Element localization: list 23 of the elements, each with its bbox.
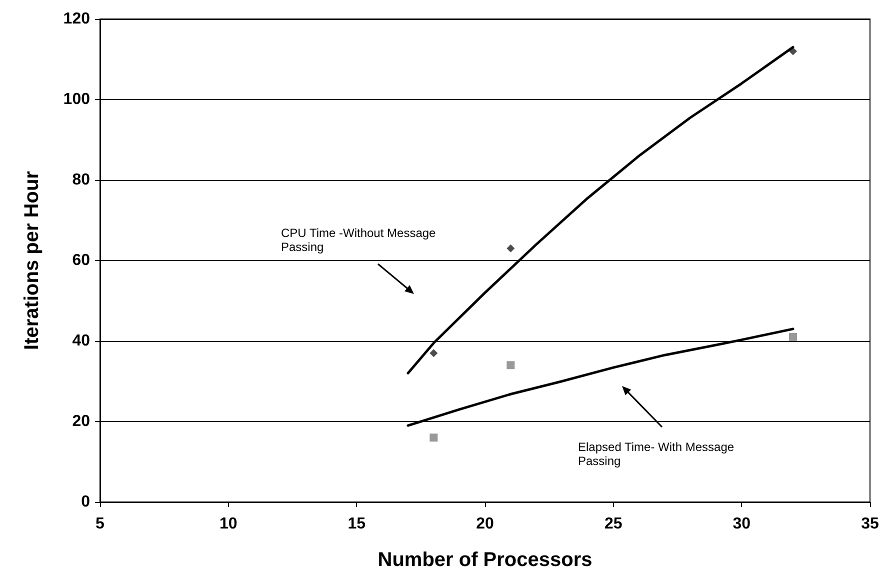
- point: [430, 349, 438, 358]
- y-tick-label: 120: [63, 10, 90, 28]
- x-tick-label: 20: [476, 516, 494, 532]
- point: [789, 332, 797, 341]
- x-tick-label: 15: [348, 516, 366, 532]
- x-axis-title: Number of Processors: [378, 549, 592, 571]
- x-tick-label: 30: [732, 516, 751, 532]
- x-tick-label: 10: [219, 516, 238, 532]
- y-tick-label: 80: [72, 172, 90, 188]
- y-tick-label: 0: [81, 494, 90, 510]
- y-tick-label: 40: [72, 332, 90, 350]
- annotation: CPU Time -Without Message Passing: [281, 226, 437, 254]
- y-axis-title: Iterations per Hour: [21, 170, 43, 350]
- point: [430, 434, 438, 442]
- x-tick-label: 5: [96, 516, 105, 532]
- y-tick-label: 100: [63, 91, 90, 108]
- x-tick-label: 25: [604, 516, 622, 532]
- x-tick-label: 35: [861, 516, 879, 532]
- point: [506, 244, 515, 252]
- annotation: Elapsed Time- With Message Passing: [578, 440, 736, 468]
- y-tick-label: 60: [72, 252, 90, 269]
- y-tick-label: 20: [72, 413, 90, 430]
- point: [506, 361, 515, 370]
